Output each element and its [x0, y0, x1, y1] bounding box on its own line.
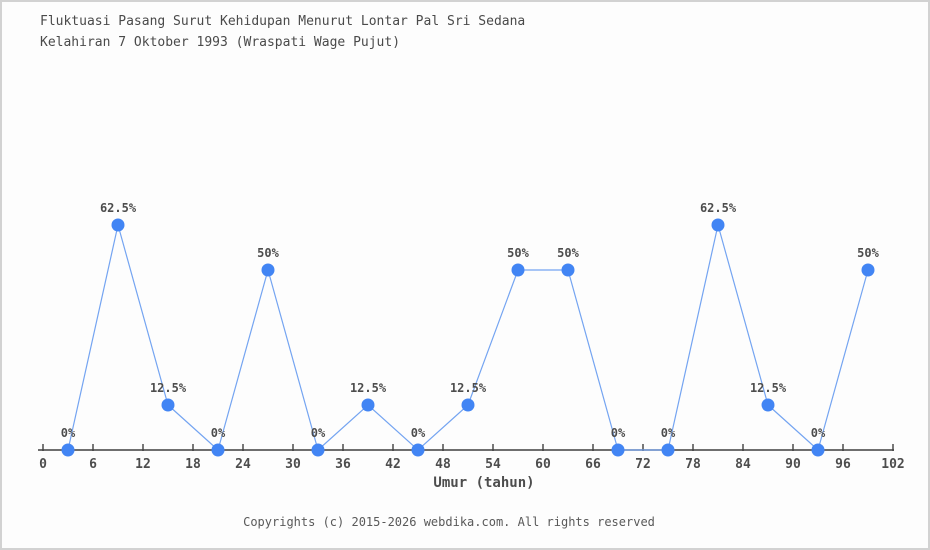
x-axis-tick-label: 60: [535, 457, 551, 472]
data-point-label: 50%: [857, 246, 879, 260]
data-point-marker: [261, 263, 275, 277]
data-point-marker: [711, 218, 725, 232]
data-point-label: 0%: [61, 426, 76, 440]
series-line: [67, 224, 869, 452]
x-axis-tick-label: 18: [185, 457, 201, 472]
page-title-line1: Fluktuasi Pasang Surut Kehidupan Menurut…: [40, 14, 526, 29]
data-point-marker: [511, 263, 525, 277]
x-axis-tick-label: 96: [835, 457, 851, 472]
x-axis-tick-label: 48: [435, 457, 451, 472]
data-point-label: 12.5%: [150, 381, 187, 395]
data-point-label: 62.5%: [700, 201, 737, 215]
x-axis-tick-label: 72: [635, 457, 651, 472]
x-axis-tick-label: 36: [335, 457, 351, 472]
x-axis-tick-label: 84: [735, 457, 751, 472]
data-point-label: 62.5%: [100, 201, 137, 215]
data-point-marker: [111, 218, 125, 232]
x-axis-tick-label: 0: [39, 457, 47, 472]
x-axis-tick-label: 12: [135, 457, 151, 472]
page-title-line2: Kelahiran 7 Oktober 1993 (Wraspati Wage …: [40, 35, 401, 50]
x-axis-tick-label: 78: [685, 457, 701, 472]
data-point-label: 0%: [311, 426, 326, 440]
data-point-label: 0%: [811, 426, 826, 440]
x-axis-tick-label: 6: [89, 457, 97, 472]
page-title: Fluktuasi Pasang Surut Kehidupan Menurut…: [40, 11, 525, 53]
data-point-label: 50%: [507, 246, 529, 260]
data-point-label: 0%: [211, 426, 226, 440]
data-point-label: 12.5%: [450, 381, 487, 395]
data-point-label: 12.5%: [350, 381, 387, 395]
data-point-marker: [211, 443, 225, 457]
x-axis-label: Umur (tahun): [433, 475, 535, 491]
data-point-marker: [411, 443, 425, 457]
data-point-marker: [311, 443, 325, 457]
x-axis-tick-label: 90: [785, 457, 801, 472]
data-point-label: 50%: [557, 246, 579, 260]
copyright-footer: Copyrights (c) 2015-2026 webdika.com. Al…: [243, 515, 655, 529]
data-point-label: 50%: [257, 246, 279, 260]
data-point-marker: [161, 398, 175, 412]
data-point-marker: [61, 443, 75, 457]
x-axis-tick-label: 30: [285, 457, 301, 472]
data-point-label: 12.5%: [750, 381, 787, 395]
data-point-marker: [461, 398, 475, 412]
x-axis-tick-label: 42: [385, 457, 401, 472]
x-axis-tick-label: 102: [881, 457, 904, 472]
x-axis-tick-label: 24: [235, 457, 251, 472]
data-point-marker: [611, 443, 625, 457]
data-point-marker: [811, 443, 825, 457]
x-axis-tick-label: 54: [485, 457, 501, 472]
data-point-label: 0%: [661, 426, 676, 440]
data-point-label: 0%: [611, 426, 626, 440]
data-point-marker: [661, 443, 675, 457]
data-point-marker: [361, 398, 375, 412]
data-point-marker: [761, 398, 775, 412]
data-point-label: 0%: [411, 426, 426, 440]
data-point-marker: [861, 263, 875, 277]
data-point-marker: [561, 263, 575, 277]
x-axis-tick-label: 66: [585, 457, 601, 472]
